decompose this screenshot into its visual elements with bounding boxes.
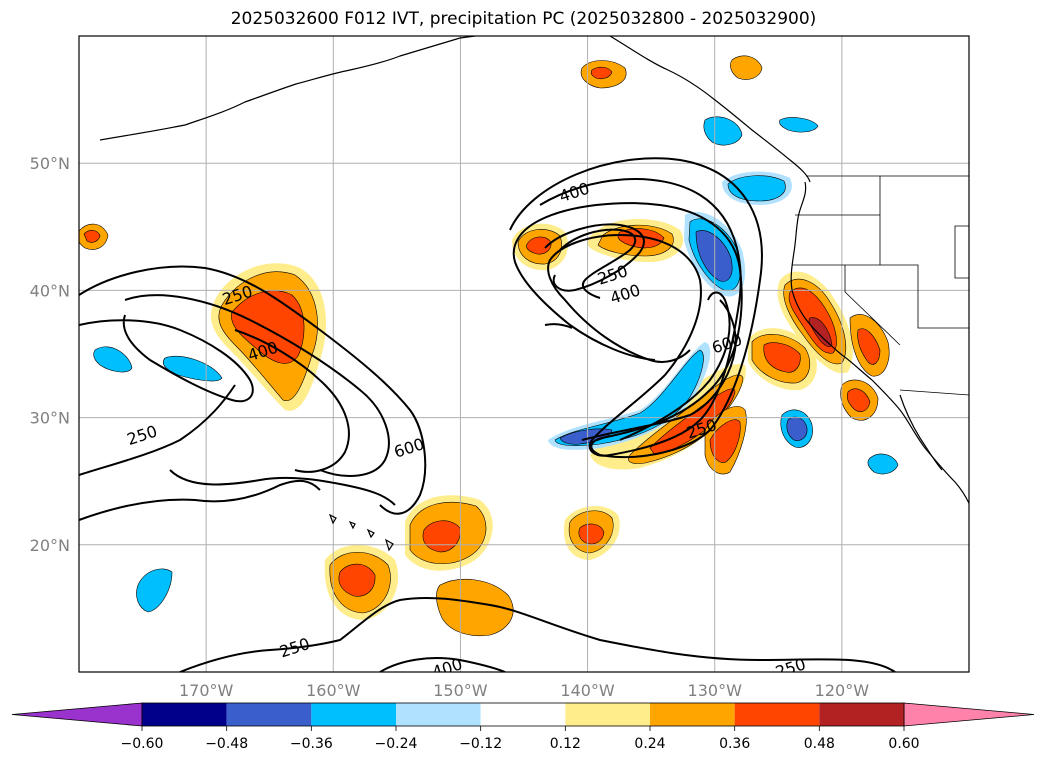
precip-positive-area [730, 55, 763, 80]
latitude-label: 50°N [30, 154, 70, 173]
precip-negative-area [93, 346, 133, 373]
colorbar-segment [650, 703, 735, 726]
latitude-label: 20°N [30, 536, 70, 555]
colorbar-tick-label: −0.48 [205, 736, 248, 752]
ivt-contour-250 [581, 299, 737, 441]
map-frame [78, 35, 970, 673]
colorbar-extend-high [903, 702, 1035, 727]
precip-positive-area [436, 579, 514, 637]
colorbar-tick-label: 0.24 [634, 736, 665, 752]
ivt-contour-400 [79, 479, 321, 521]
precip-negative-area [162, 355, 223, 382]
precip-positive-area [83, 230, 101, 243]
colorbar-segment [226, 703, 312, 726]
coastlines [99, 36, 969, 552]
longitude-label: 150°W [433, 681, 488, 700]
ivt-contour-250 [509, 157, 763, 458]
colorbar-tick-label: 0.12 [550, 736, 581, 752]
latitude-labels: 50°N 40°N 30°N 20°N [30, 154, 70, 555]
precip-positive-area [763, 342, 801, 373]
ivt-contour-400 [169, 469, 396, 506]
figure-title: 2025032600 F012 IVT, precipitation PC (2… [230, 9, 817, 29]
colorbar-extend-low [11, 702, 143, 727]
ivt-contour-400 [124, 294, 390, 477]
ivt-contour-400 [379, 657, 506, 672]
colorbar-segment [142, 703, 227, 726]
colorbar-segment [819, 703, 904, 726]
ivt-contour-600 [234, 329, 350, 473]
baja-coastline [899, 394, 943, 471]
colorbar-tick-label: 0.60 [888, 736, 919, 752]
precip-negative-area [703, 116, 743, 146]
latitude-label: 30°N [30, 409, 70, 428]
hawaii-islands [328, 513, 394, 552]
alaska-panhandle-coastline [609, 36, 811, 183]
colorbar: −0.60 −0.48 −0.36 −0.24 −0.12 0.12 0.24 0.36 0.4… [11, 702, 1035, 752]
precip-positive-area [526, 236, 552, 255]
ivt-contour-250 [179, 596, 896, 672]
us-west-coastline [790, 251, 969, 505]
ivt-contour-400 [79, 314, 254, 403]
nevada-border [880, 264, 969, 329]
colorbar-tick-label: 0.36 [719, 736, 750, 752]
precip-negative-area [779, 117, 819, 133]
latitude-label: 40°N [30, 281, 70, 300]
colorbar-segment [311, 703, 396, 726]
longitude-label: 160°W [306, 681, 361, 700]
precip-positive-area [590, 66, 613, 80]
ivt-contour-250 [79, 384, 236, 476]
colorbar-tick-label: −0.12 [459, 736, 502, 752]
precip-positive-area [338, 563, 376, 597]
precip-positive-area [846, 388, 871, 412]
ivt-contour-250 [544, 223, 645, 292]
colorbar-segment [396, 703, 481, 726]
utah-border [954, 225, 969, 279]
bc-coastline [793, 181, 807, 253]
colorbar-tick-label: −0.24 [375, 736, 418, 752]
colorbar-frame [141, 702, 905, 727]
ivt-contours [79, 157, 896, 672]
ivt-contour-400 [559, 228, 637, 299]
precip-positive-area [857, 328, 881, 365]
ivt-contour-250 [544, 323, 573, 329]
colorbar-tick-label: −0.60 [121, 736, 164, 752]
longitude-label: 130°W [688, 681, 743, 700]
ivt-contour-600 [619, 291, 731, 441]
precip-negative-area [136, 568, 173, 613]
political-borders [792, 175, 969, 396]
colorbar-segment [480, 703, 566, 726]
alaska-coastline [99, 36, 476, 141]
colorbar-tick-label: −0.36 [290, 736, 333, 752]
precip-positive-area [578, 523, 605, 545]
california-nevada-border [844, 265, 901, 346]
longitude-label: 140°W [560, 681, 615, 700]
longitude-labels: 170°W 160°W 150°W 140°W 130°W 120°W [179, 681, 869, 700]
colorbar-segment [734, 703, 820, 726]
precip-negative-area [867, 453, 899, 475]
colorbar-tick-label: 0.48 [804, 736, 835, 752]
ivt-contour-250 [79, 265, 427, 515]
colorbar-segment [565, 703, 650, 726]
us-mexico-border [899, 389, 969, 396]
longitude-label: 170°W [179, 681, 234, 700]
gridlines [79, 36, 969, 672]
longitude-label: 120°W [815, 681, 870, 700]
